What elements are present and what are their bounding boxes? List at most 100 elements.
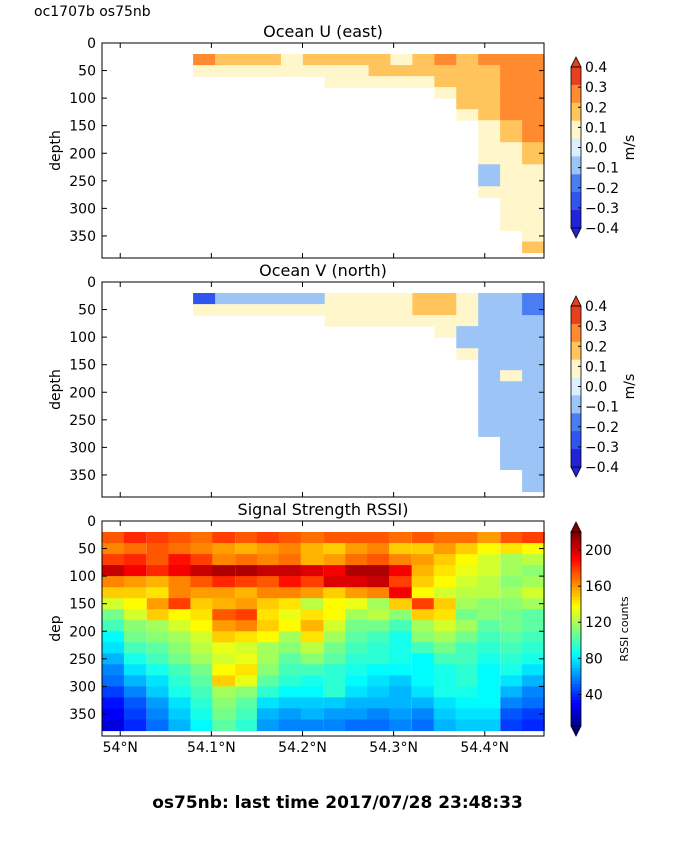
data-cell	[278, 620, 302, 632]
data-cell	[478, 76, 501, 88]
data-cell	[500, 642, 523, 654]
data-cell	[256, 642, 280, 654]
colorbar-segment	[571, 590, 581, 594]
data-cell	[522, 164, 545, 176]
colorbar-label: m/s	[622, 374, 638, 400]
data-cell	[102, 598, 125, 610]
panel-title: Ocean V (north)	[259, 261, 387, 280]
data-cell	[102, 675, 125, 687]
data-cell	[190, 719, 214, 732]
colorbar-segment	[571, 174, 581, 193]
data-cell	[256, 576, 280, 588]
colorbar-segment	[571, 599, 581, 604]
colorbar-segment	[571, 377, 581, 397]
data-cell	[500, 142, 523, 154]
data-cell	[102, 631, 125, 643]
last-time-status: os75nb: last time 2017/07/28 23:48:33	[152, 793, 523, 813]
data-cell	[215, 54, 238, 66]
colorbar-segment	[571, 449, 581, 468]
y-axis-label: depth	[48, 130, 64, 171]
data-cell	[102, 708, 125, 720]
data-cell	[389, 708, 412, 720]
colorbar-segment	[571, 120, 581, 140]
colorbar-segment	[571, 690, 581, 695]
data-cell	[478, 142, 501, 154]
data-cell	[500, 153, 523, 165]
data-cell	[522, 469, 545, 481]
colorbar-segment	[571, 535, 581, 539]
data-cell	[367, 532, 390, 544]
data-cell	[455, 686, 479, 698]
data-cell	[500, 447, 523, 459]
colorbar-tick-label: 0.1	[585, 359, 607, 375]
data-cell	[256, 686, 280, 698]
data-cell	[300, 686, 324, 698]
colorbar-segment	[571, 638, 581, 643]
colorbar-segment	[571, 84, 581, 104]
data-cell	[478, 175, 501, 187]
data-cell	[215, 293, 238, 305]
data-cell	[235, 686, 258, 698]
data-cell	[500, 98, 523, 110]
colorbar-segment	[571, 593, 581, 598]
data-cell	[455, 543, 479, 555]
colorbar-segment	[571, 548, 581, 552]
colorbar-label: m/s	[622, 135, 638, 161]
data-cell	[478, 186, 501, 198]
data-cell	[278, 609, 302, 621]
data-cell	[300, 719, 324, 732]
data-cell	[280, 304, 304, 316]
data-cell	[455, 675, 479, 687]
data-cell	[102, 719, 125, 732]
data-cell	[123, 598, 147, 610]
colorbar-segment	[571, 583, 581, 588]
colorbar-tick-label: −0.4	[585, 460, 619, 476]
data-cell	[345, 708, 368, 720]
data-cell	[500, 543, 523, 555]
x-tick-label: 54.4°N	[460, 740, 509, 756]
data-cell	[477, 653, 501, 665]
colorbar-segment	[571, 306, 581, 325]
data-cell	[212, 609, 235, 621]
data-cell	[278, 576, 302, 588]
data-cell	[433, 576, 457, 588]
data-cell	[345, 686, 368, 698]
data-cell	[346, 304, 370, 316]
ocean-v-panel: 0 50 100 150 200 250 300 350 Ocean V (north) dept…	[48, 261, 638, 498]
data-cell	[123, 686, 147, 698]
colorbar-segment	[571, 538, 581, 543]
data-cell	[434, 76, 457, 88]
data-cell	[123, 620, 147, 632]
y-tick-label: 300	[69, 679, 96, 695]
data-cell	[522, 381, 545, 393]
data-cell	[522, 480, 545, 493]
data-cell	[123, 642, 147, 654]
colorbar-tick-label: 160	[585, 579, 612, 595]
data-cell	[102, 543, 125, 555]
data-cell	[522, 697, 545, 709]
data-cell	[256, 620, 280, 632]
data-cell	[235, 609, 258, 621]
data-cell	[455, 620, 479, 632]
data-cell	[522, 719, 545, 732]
data-cell	[323, 653, 347, 665]
data-cell	[478, 304, 501, 316]
data-cell	[256, 697, 280, 709]
data-cell	[346, 65, 370, 77]
data-cell	[278, 598, 302, 610]
data-cell	[235, 620, 258, 632]
data-cell	[215, 65, 238, 77]
data-cell	[500, 197, 523, 209]
data-cell	[522, 675, 545, 687]
data-cell	[278, 554, 302, 566]
colorbar-segment	[571, 693, 581, 698]
data-cell	[102, 664, 125, 676]
data-cell	[477, 587, 501, 599]
y-tick-label: 200	[69, 385, 96, 401]
data-cell	[256, 598, 280, 610]
data-cell	[456, 76, 479, 88]
data-cell	[456, 293, 479, 305]
data-cell	[235, 631, 258, 643]
data-cell	[146, 642, 170, 654]
data-cell	[433, 653, 457, 665]
